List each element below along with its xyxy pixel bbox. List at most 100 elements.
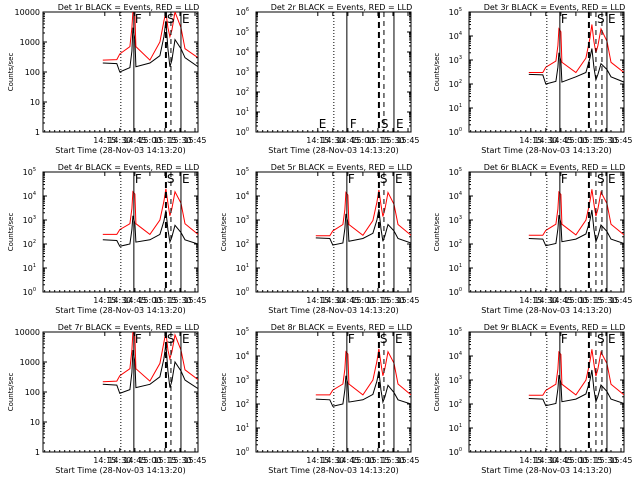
ytick-label: 102 — [449, 79, 462, 89]
xtick-label: 14:30 — [321, 136, 344, 145]
xtick-label: 14:45 — [336, 456, 359, 465]
ytick-exponent: 4 — [246, 351, 249, 357]
xtick-label: 15:15 — [579, 296, 602, 305]
xtick-label: 15:45 — [183, 456, 206, 465]
ytick-exponent: 3 — [459, 55, 462, 61]
marker-label: S — [380, 332, 388, 346]
ytick-exponent: 3 — [33, 215, 36, 221]
xtick-label: 15:00 — [351, 136, 374, 145]
ytick-label: 100 — [25, 388, 40, 397]
xtick-label: 15:30 — [381, 456, 404, 465]
xtick-label: 15:15 — [153, 296, 176, 305]
marker-label: S — [380, 172, 388, 186]
ytick-exponent: 2 — [459, 239, 462, 245]
ytick-label: 101 — [449, 103, 462, 113]
xtick-label: 14:45 — [123, 136, 146, 145]
x-axis-label: Start Time (28-Nov-03 14:13:20) — [268, 146, 398, 155]
ytick-label: 101 — [23, 263, 36, 273]
xtick-label: 14:15 — [93, 296, 116, 305]
ytick-label: 105 — [236, 327, 249, 337]
ytick-exponent: 2 — [246, 399, 249, 405]
ytick-exponent: 5 — [459, 327, 462, 333]
ytick-exponent: 4 — [459, 191, 462, 197]
series-events-line — [315, 209, 411, 246]
ytick-label: 104 — [236, 191, 249, 201]
xtick-label: 14:30 — [108, 456, 131, 465]
panel-title: Det 6r BLACK = Events, RED = LLD — [484, 163, 626, 172]
ytick-exponent: 2 — [246, 239, 249, 245]
marker-label: S — [167, 172, 175, 186]
x-axis-label: Start Time (28-Nov-03 14:13:20) — [55, 466, 185, 475]
xtick-label: 14:45 — [123, 296, 146, 305]
marker-label: E — [608, 172, 616, 186]
ytick-label: 100 — [449, 447, 462, 457]
marker-label: E — [608, 332, 616, 346]
xtick-label: 14:15 — [519, 136, 542, 145]
xtick-label: 14:45 — [549, 296, 572, 305]
ytick-exponent: 0 — [33, 287, 36, 293]
y-axis-label: Counts/sec — [433, 53, 441, 92]
x-axis-label: Start Time (28-Nov-03 14:13:20) — [481, 146, 611, 155]
xtick-label: 15:15 — [366, 136, 389, 145]
xtick-label: 15:45 — [396, 136, 419, 145]
xtick-label: 14:30 — [108, 136, 131, 145]
ytick-exponent: 4 — [246, 191, 249, 197]
ytick-label: 103 — [236, 67, 249, 77]
panel-title: Det 9r BLACK = Events, RED = LLD — [484, 323, 626, 332]
ytick-label: 100 — [236, 447, 249, 457]
marker-label: E — [182, 12, 190, 26]
series-lld-line — [528, 24, 624, 74]
marker-label: E — [608, 12, 616, 26]
marker-label: E — [182, 172, 190, 186]
ytick-exponent: 5 — [246, 27, 249, 33]
ytick-label: 106 — [236, 7, 249, 17]
xtick-label: 15:15 — [153, 456, 176, 465]
xtick-label: 15:15 — [366, 296, 389, 305]
panel-title: Det 1r BLACK = Events, RED = LLD — [58, 3, 200, 12]
ytick-label: 104 — [236, 351, 249, 361]
x-axis-label: Start Time (28-Nov-03 14:13:20) — [55, 146, 185, 155]
ytick-exponent: 0 — [459, 127, 462, 133]
series-events-line — [528, 209, 624, 247]
y-axis-label: Counts/sec — [7, 53, 15, 92]
ytick-label: 105 — [449, 327, 462, 337]
ytick-label: 104 — [449, 191, 462, 201]
marker-label: F — [348, 332, 355, 346]
ytick-label: 101 — [236, 107, 249, 117]
panel-title: Det 8r BLACK = Events, RED = LLD — [271, 323, 413, 332]
xtick-label: 15:30 — [594, 296, 617, 305]
ytick-label: 105 — [449, 7, 462, 17]
marker-label: E — [182, 332, 190, 346]
xtick-label: 14:15 — [93, 136, 116, 145]
series-events-line — [102, 210, 198, 247]
ytick-label: 100 — [236, 287, 249, 297]
ytick-label: 105 — [23, 167, 36, 177]
ytick-label: 103 — [449, 375, 462, 385]
series-lld-line — [315, 348, 411, 396]
xtick-label: 15:30 — [168, 136, 191, 145]
ytick-exponent: 5 — [459, 167, 462, 173]
ytick-exponent: 4 — [33, 191, 36, 197]
xtick-label: 15:15 — [579, 136, 602, 145]
ytick-exponent: 1 — [246, 423, 249, 429]
y-axis-label: Counts/sec — [220, 373, 228, 412]
marker-label: E — [395, 172, 403, 186]
y-axis-label: Counts/sec — [433, 373, 441, 412]
series-events-line — [528, 48, 624, 85]
ytick-exponent: 5 — [246, 327, 249, 333]
ytick-label: 100 — [449, 127, 462, 137]
x-axis-label: Start Time (28-Nov-03 14:13:20) — [481, 466, 611, 475]
xtick-label: 15:15 — [153, 136, 176, 145]
xtick-label: 14:45 — [549, 456, 572, 465]
ytick-label: 10000 — [15, 328, 40, 337]
ytick-exponent: 2 — [33, 239, 36, 245]
y-axis-label: Counts/sec — [220, 213, 228, 252]
ytick-exponent: 4 — [459, 31, 462, 37]
